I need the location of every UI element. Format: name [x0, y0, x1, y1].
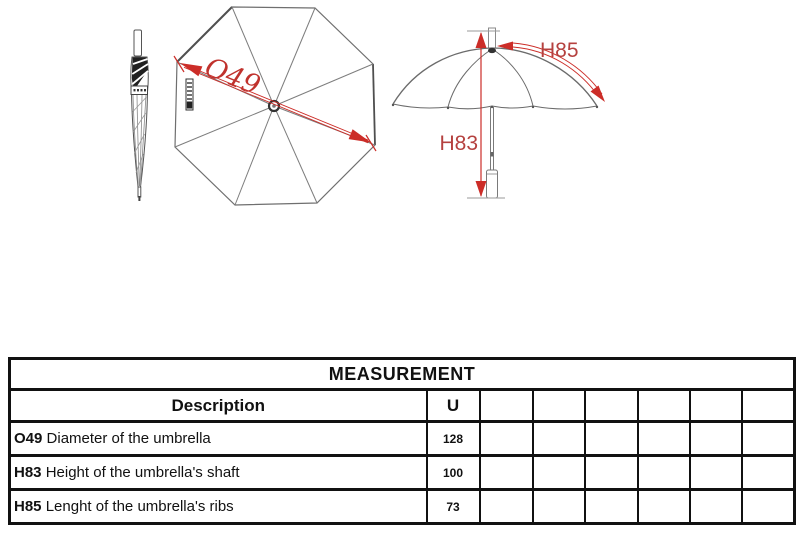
- col-header-empty: [688, 388, 743, 423]
- col-header-unit: U: [425, 388, 481, 423]
- col-header-empty: [583, 388, 639, 423]
- empty-cell: [636, 488, 691, 525]
- row-text: Height of the umbrella's shaft: [41, 464, 240, 481]
- rib-length-dimension-arrow: [497, 41, 605, 102]
- umbrella-top-view-icon: O49: [173, 6, 377, 206]
- diameter-dimension-arrow: [173, 55, 377, 152]
- row-code: H83: [14, 464, 42, 481]
- empty-cell: [740, 488, 796, 525]
- empty-cell: [688, 488, 743, 525]
- tie-band: [130, 85, 148, 95]
- row-text: Lenght of the umbrella's ribs: [41, 498, 234, 515]
- empty-cell: [478, 420, 534, 457]
- empty-cell: [531, 420, 586, 457]
- empty-cell: [583, 454, 639, 491]
- empty-cell: [740, 420, 796, 457]
- row-description: H83 Height of the umbrella's shaft: [8, 454, 428, 491]
- umbrella-technical-drawing: O49: [130, 6, 605, 206]
- open-umbrella-icon: H83 H85: [391, 27, 605, 199]
- shaft-height-dimension-arrow: [467, 30, 505, 199]
- empty-cell: [531, 488, 586, 525]
- row-description: H85 Lenght of the umbrella's ribs: [8, 488, 428, 525]
- empty-cell: [740, 454, 796, 491]
- row-code: O49: [14, 430, 43, 447]
- table-title: MEASUREMENT: [8, 357, 796, 391]
- empty-cell: [478, 488, 534, 525]
- row-value: 100: [425, 454, 481, 491]
- col-header-empty: [636, 388, 691, 423]
- empty-cell: [478, 454, 534, 491]
- shaft-height-label: H83: [439, 132, 478, 155]
- rib-length-label: H85: [540, 39, 579, 62]
- table-row-shaft-height: H83 Height of the umbrella's shaft 100: [8, 454, 796, 491]
- closed-umbrella-icon: [130, 29, 149, 201]
- col-header-empty: [478, 388, 534, 423]
- empty-cell: [583, 488, 639, 525]
- row-description: O49 Diameter of the umbrella: [8, 420, 428, 457]
- table-row-rib-length: H85 Lenght of the umbrella's ribs 73: [8, 488, 796, 525]
- table-row-diameter: O49 Diameter of the umbrella 128: [8, 420, 796, 457]
- row-code: H85: [14, 498, 42, 515]
- row-value: 128: [425, 420, 481, 457]
- hang-tag: [185, 78, 194, 111]
- empty-cell: [583, 420, 639, 457]
- row-text: Diameter of the umbrella: [42, 430, 211, 447]
- col-header-empty: [740, 388, 796, 423]
- empty-cell: [636, 454, 691, 491]
- empty-cell: [688, 454, 743, 491]
- col-header-empty: [531, 388, 586, 423]
- measurement-table: MEASUREMENT Description U O49 Diameter o…: [8, 357, 797, 525]
- empty-cell: [531, 454, 586, 491]
- empty-cell: [636, 420, 691, 457]
- col-header-description: Description: [8, 388, 428, 423]
- empty-cell: [688, 420, 743, 457]
- row-value: 73: [425, 488, 481, 525]
